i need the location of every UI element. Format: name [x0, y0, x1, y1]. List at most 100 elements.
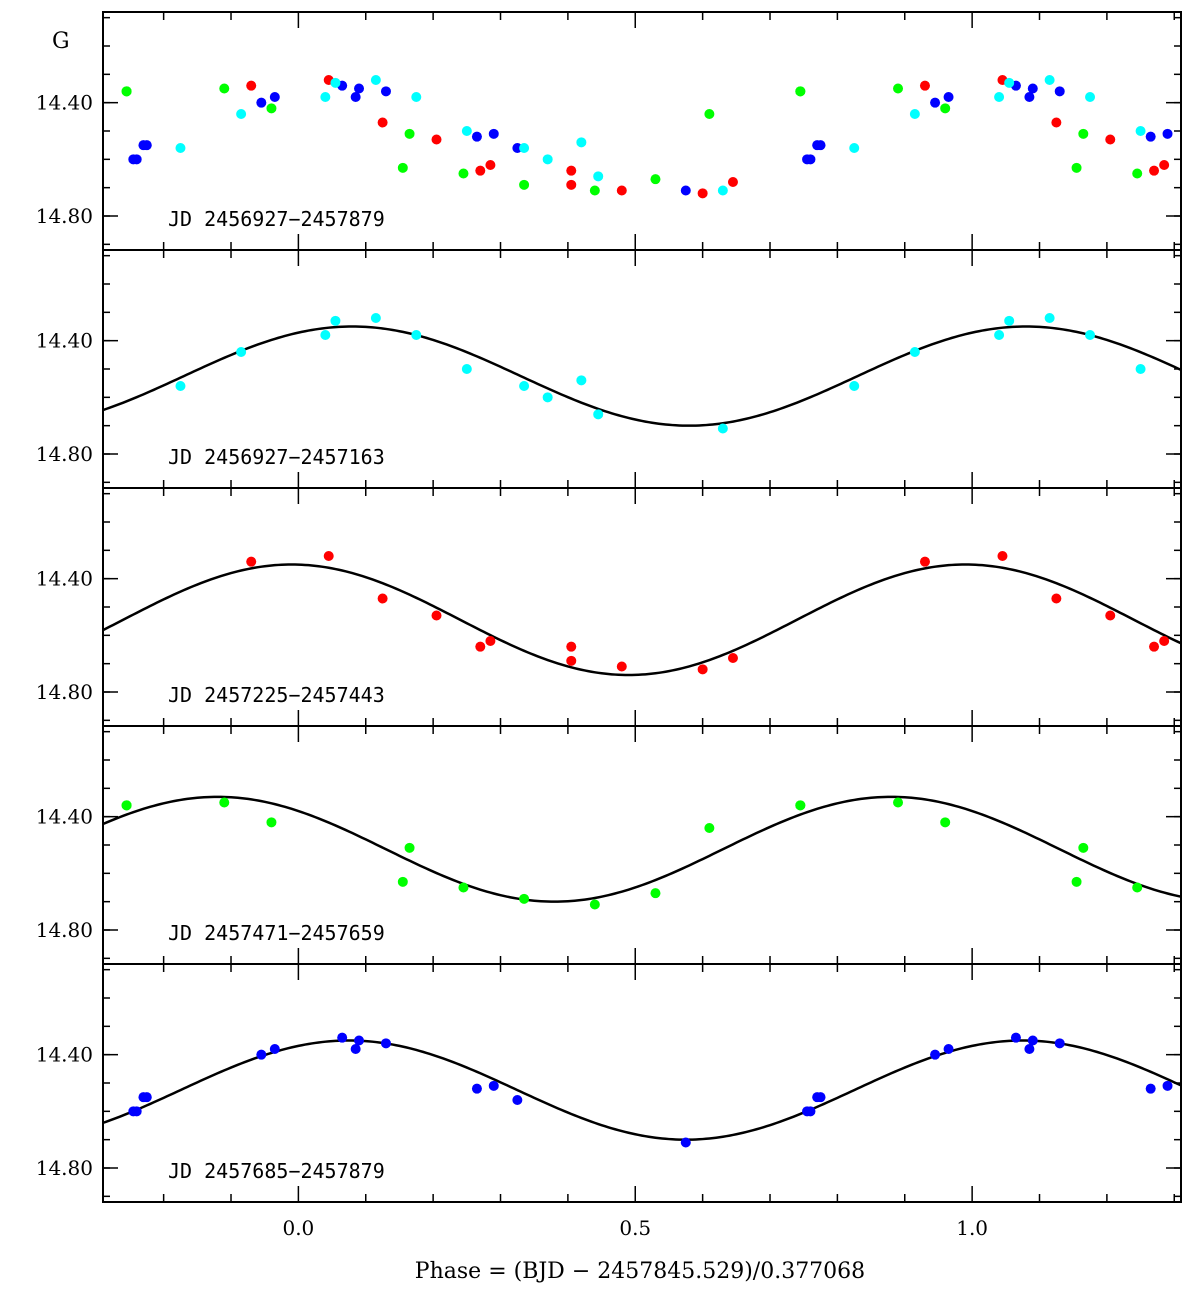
data-point-cyan: [411, 92, 422, 102]
data-point-blue: [380, 1038, 391, 1049]
data-point-red: [485, 636, 496, 646]
data-point-red: [919, 556, 930, 567]
data-point-green: [795, 800, 806, 811]
data-point-green: [893, 797, 904, 808]
data-point-blue: [269, 92, 280, 102]
data-point-blue: [380, 86, 391, 97]
data-point-green: [1078, 128, 1089, 139]
panel-5: 14.40 14.80 JD 2457685−2457879: [36, 963, 1182, 1203]
data-point-red: [323, 551, 334, 561]
data-point-blue: [943, 1044, 954, 1054]
y-tick-label: 14.40: [36, 329, 93, 353]
data-point-red: [475, 165, 486, 176]
data-point-red: [919, 80, 930, 91]
data-point-red: [1105, 134, 1116, 145]
y-tick-label: 14.40: [36, 567, 93, 591]
data-point-blue: [1027, 83, 1038, 94]
data-point-green: [1078, 842, 1089, 853]
data-point-blue: [128, 1106, 139, 1117]
data-point-cyan: [175, 143, 186, 153]
data-point-cyan: [236, 109, 247, 119]
y-tick-label: 14.40: [36, 91, 93, 115]
fit-curve: [102, 795, 1182, 903]
data-point-red: [566, 179, 577, 190]
panel-label: JD 2457471−2457659: [168, 921, 385, 945]
data-point-green: [397, 876, 408, 887]
data-point-blue: [1054, 1038, 1065, 1049]
data-point-red: [475, 641, 486, 652]
data-point-green: [704, 823, 715, 833]
data-point-cyan: [909, 109, 920, 119]
data-point-cyan: [370, 313, 381, 323]
data-point-green: [519, 893, 530, 904]
data-point-cyan: [1135, 364, 1146, 374]
panel-label: JD 2457685−2457879: [168, 1159, 385, 1183]
panel-label: JD 2456927−2457163: [168, 445, 385, 469]
data-point-cyan: [994, 330, 1005, 340]
data-point-green: [519, 179, 530, 190]
fit-curve: [102, 325, 1182, 427]
data-point-cyan: [1085, 330, 1096, 340]
data-point-blue: [1162, 128, 1173, 139]
data-point-red: [377, 593, 388, 604]
data-point-cyan: [576, 375, 587, 386]
data-point-green: [1071, 876, 1082, 887]
panel-3: 14.40 14.80 JD 2457225−2457443: [36, 487, 1182, 727]
data-point-green: [266, 817, 277, 828]
data-point-green: [650, 174, 661, 185]
data-point-cyan: [320, 92, 331, 102]
panels: 14.40 14.80 JD 2456927−2457879 14.40 14.80 JD…: [36, 11, 1182, 1240]
data-point-blue: [138, 140, 149, 151]
data-point-red: [1159, 160, 1170, 170]
data-point-cyan: [1135, 126, 1146, 136]
data-point-cyan: [849, 143, 860, 153]
panel-1: 14.40 14.80 JD 2456927−2457879: [36, 11, 1182, 251]
x-tick-label: 0.5: [619, 1216, 651, 1240]
data-point-red: [727, 177, 738, 187]
data-point-red: [1051, 117, 1062, 128]
data-point-cyan: [717, 185, 728, 196]
y-tick-label: 14.40: [36, 805, 93, 829]
data-point-blue: [350, 1044, 361, 1054]
data-point-green: [121, 800, 132, 811]
data-point-blue: [1054, 86, 1065, 97]
data-point-cyan: [909, 347, 920, 357]
data-point-green: [219, 83, 230, 94]
data-point-red: [1149, 165, 1160, 176]
data-point-cyan: [994, 92, 1005, 102]
data-point-red: [246, 556, 257, 567]
data-point-blue: [812, 1092, 823, 1103]
data-point-cyan: [320, 330, 331, 340]
panel-2: 14.40 14.80 JD 2456927−2457163: [36, 249, 1182, 489]
data-point-blue: [1010, 1032, 1021, 1043]
data-point-blue: [930, 97, 941, 108]
data-point-blue: [337, 1032, 348, 1043]
data-point-blue: [1024, 1044, 1035, 1054]
data-point-cyan: [519, 143, 530, 153]
data-point-cyan: [542, 392, 553, 403]
x-axis-title: Phase = (BJD − 2457845.529)/0.377068: [415, 1259, 865, 1284]
data-point-green: [219, 797, 230, 808]
data-point-blue: [128, 154, 139, 165]
data-point-green: [1071, 162, 1082, 173]
data-point-red: [727, 653, 738, 663]
x-tick-label: 0.0: [282, 1216, 314, 1240]
data-point-red: [566, 641, 577, 652]
fit-curve: [102, 1039, 1182, 1141]
data-point-blue: [354, 1035, 365, 1046]
data-point-cyan: [1004, 77, 1015, 88]
data-point-cyan: [175, 381, 186, 391]
data-point-green: [704, 109, 715, 119]
y-tick-label: 14.80: [36, 442, 93, 466]
panel-label: JD 2457225−2457443: [168, 683, 385, 707]
data-point-cyan: [236, 347, 247, 357]
data-point-blue: [680, 185, 691, 196]
data-point-blue: [680, 1137, 691, 1148]
data-point-cyan: [1044, 75, 1055, 85]
data-point-blue: [138, 1092, 149, 1103]
data-point-blue: [802, 1106, 813, 1117]
data-point-blue: [256, 97, 267, 108]
data-point-red: [1105, 610, 1116, 621]
data-point-cyan: [1044, 313, 1055, 323]
data-point-blue: [812, 140, 823, 151]
